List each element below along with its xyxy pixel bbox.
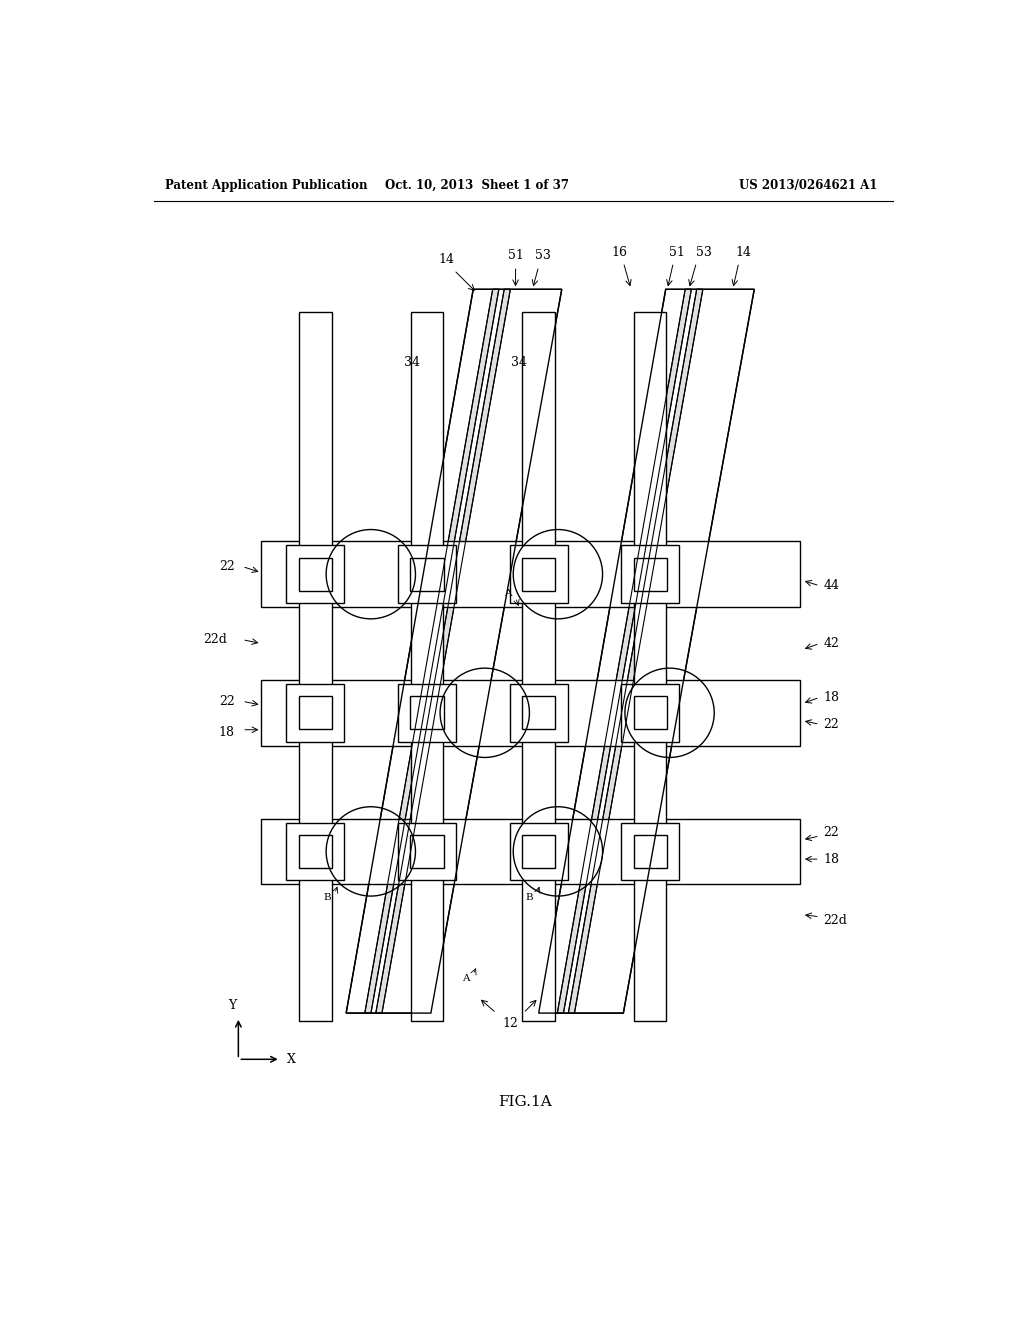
Text: 44: 44 [823, 579, 840, 593]
Bar [398, 545, 456, 603]
Bar [299, 313, 332, 1020]
Bar [634, 557, 667, 591]
Text: 14: 14 [735, 246, 751, 259]
Text: 22: 22 [219, 694, 234, 708]
Bar [622, 822, 679, 880]
Bar [510, 822, 567, 880]
Bar [411, 557, 443, 591]
Text: 14: 14 [438, 253, 455, 267]
Text: 53: 53 [696, 246, 712, 259]
Text: X: X [287, 1053, 296, 1065]
Bar [287, 545, 344, 603]
Text: 12: 12 [502, 1016, 518, 1030]
Text: Oct. 10, 2013  Sheet 1 of 37: Oct. 10, 2013 Sheet 1 of 37 [385, 178, 569, 191]
Bar [287, 684, 344, 742]
Text: 53: 53 [535, 249, 551, 263]
Text: 34: 34 [511, 356, 527, 370]
Text: 18: 18 [823, 690, 840, 704]
Text: A: A [462, 974, 469, 983]
Text: 18: 18 [823, 853, 840, 866]
Polygon shape [376, 289, 510, 1014]
Bar [287, 822, 344, 880]
Text: 16: 16 [611, 246, 628, 259]
Bar [261, 541, 801, 607]
Text: 34: 34 [403, 356, 420, 370]
Bar [299, 696, 332, 730]
Text: B: B [324, 894, 331, 902]
Bar [510, 684, 567, 742]
Bar [411, 313, 443, 1020]
Bar [299, 834, 332, 869]
Text: Patent Application Publication: Patent Application Publication [165, 178, 368, 191]
Text: FIG.1A: FIG.1A [498, 1094, 552, 1109]
Bar [634, 313, 667, 1020]
Bar [411, 696, 443, 730]
Text: 22: 22 [823, 718, 840, 731]
Bar [522, 557, 555, 591]
Polygon shape [539, 289, 755, 1014]
Text: Y: Y [228, 998, 237, 1011]
Bar [522, 696, 555, 730]
Bar [398, 684, 456, 742]
Bar [411, 834, 443, 869]
Bar [299, 557, 332, 591]
Text: 51: 51 [670, 246, 685, 259]
Text: 42: 42 [823, 638, 840, 649]
Bar [510, 545, 567, 603]
Polygon shape [346, 289, 562, 1014]
Bar [634, 696, 667, 730]
Text: 22d: 22d [203, 634, 226, 647]
Bar [522, 834, 555, 869]
Bar [261, 680, 801, 746]
Bar [522, 313, 555, 1020]
Polygon shape [568, 289, 702, 1014]
Bar [634, 834, 667, 869]
Polygon shape [365, 289, 499, 1014]
Text: 51: 51 [508, 249, 523, 263]
Text: 18: 18 [218, 726, 234, 739]
Bar [622, 545, 679, 603]
Bar [622, 684, 679, 742]
Polygon shape [557, 289, 691, 1014]
Text: 22: 22 [219, 560, 234, 573]
Text: US 2013/0264621 A1: US 2013/0264621 A1 [739, 178, 878, 191]
Text: 22d: 22d [823, 915, 848, 927]
Bar [261, 818, 801, 884]
Text: 22: 22 [823, 825, 840, 838]
Bar [398, 822, 456, 880]
Text: A: A [504, 589, 512, 598]
Text: B: B [525, 894, 534, 902]
